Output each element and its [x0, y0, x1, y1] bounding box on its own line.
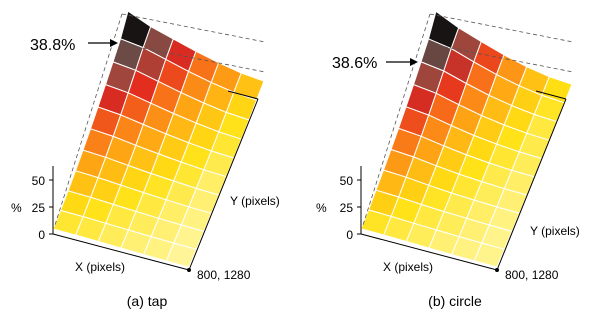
z-tick-label-0: 0: [38, 228, 45, 242]
chart-panel-tap: 38.8% 50 25 0 % X (pixels) Y (pixels) 80…: [11, 10, 280, 309]
z-tick-label-25: 25: [32, 201, 46, 215]
z-tick-label-50: 50: [32, 174, 46, 188]
z-tick-label-0: 0: [346, 228, 353, 242]
surface-cell-r9-c5: [165, 242, 197, 268]
x-axis-label: X (pixels): [383, 260, 433, 274]
dashed-guide-mid: [429, 43, 574, 73]
back-base-line: [227, 90, 259, 100]
peak-label: 38.6%: [332, 55, 377, 72]
surface-cell-r9-c5: [473, 242, 505, 268]
y-axis-label: Y (pixels): [230, 194, 280, 208]
z-axis-label: %: [11, 201, 22, 215]
y-axis-label: Y (pixels): [530, 224, 580, 238]
dashed-guide-top: [121, 13, 266, 43]
x-axis-line: [52, 233, 190, 271]
peak-arrow-head: [110, 39, 118, 47]
back-base-line: [535, 90, 567, 100]
corner-label: 800, 1280: [197, 268, 251, 282]
z-tick-label-50: 50: [340, 174, 354, 188]
caption-circle: (b) circle: [428, 293, 482, 309]
chart-panel-circle: 38.6% 50 25 0 % X (pixels) Y (pixels) 80…: [316, 10, 580, 309]
axis-frame: [49, 13, 266, 272]
dashed-guide-left: [362, 13, 431, 226]
x-axis-label: X (pixels): [75, 260, 125, 274]
axis-frame: [357, 13, 574, 272]
dashed-guide-top: [429, 13, 574, 43]
corner-marker: [495, 268, 499, 272]
y-axis-line: [188, 98, 259, 271]
z-tick-label-25: 25: [340, 201, 354, 215]
surface-cells: [52, 10, 265, 268]
dashed-guide-left: [54, 13, 123, 226]
peak-label: 38.8%: [30, 37, 75, 54]
y-axis-line: [496, 98, 567, 271]
corner-marker: [187, 268, 191, 272]
corner-label: 800, 1280: [505, 268, 559, 282]
caption-tap: (a) tap: [127, 293, 168, 309]
peak-arrow-head: [410, 58, 418, 66]
dashed-guide-mid: [121, 43, 266, 73]
surface-cells: [360, 10, 573, 268]
x-axis-line: [360, 233, 498, 271]
z-axis-label: %: [316, 201, 327, 215]
